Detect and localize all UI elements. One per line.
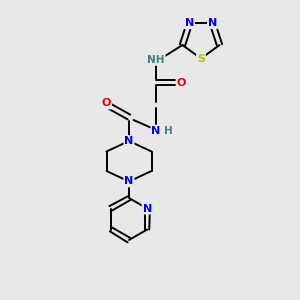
Text: N: N <box>185 18 194 28</box>
Text: N: N <box>124 176 134 187</box>
Text: NH: NH <box>147 55 165 65</box>
Text: N: N <box>152 125 160 136</box>
Text: N: N <box>124 136 134 146</box>
Text: N: N <box>142 203 152 214</box>
Text: H: H <box>164 125 173 136</box>
Text: S: S <box>197 53 205 64</box>
Text: O: O <box>177 77 186 88</box>
Text: N: N <box>208 18 217 28</box>
Text: O: O <box>102 98 111 109</box>
